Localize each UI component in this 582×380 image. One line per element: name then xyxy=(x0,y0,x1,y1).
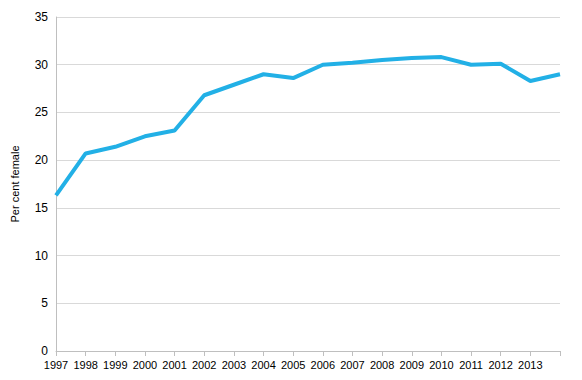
svg-text:2002: 2002 xyxy=(192,359,216,371)
svg-text:5: 5 xyxy=(41,296,48,310)
svg-text:2000: 2000 xyxy=(133,359,157,371)
svg-text:2013: 2013 xyxy=(518,359,542,371)
svg-text:2012: 2012 xyxy=(488,359,512,371)
svg-text:2006: 2006 xyxy=(311,359,335,371)
svg-text:0: 0 xyxy=(41,344,48,358)
svg-text:25: 25 xyxy=(35,105,49,119)
svg-text:2007: 2007 xyxy=(340,359,364,371)
svg-text:2010: 2010 xyxy=(429,359,453,371)
svg-text:2001: 2001 xyxy=(162,359,186,371)
svg-text:2009: 2009 xyxy=(400,359,424,371)
svg-text:1999: 1999 xyxy=(103,359,127,371)
svg-text:Per cent female: Per cent female xyxy=(9,145,21,222)
svg-text:2011: 2011 xyxy=(459,359,483,371)
svg-text:2003: 2003 xyxy=(222,359,246,371)
svg-text:1998: 1998 xyxy=(73,359,97,371)
svg-text:2005: 2005 xyxy=(281,359,305,371)
svg-text:10: 10 xyxy=(35,249,49,263)
svg-text:20: 20 xyxy=(35,153,49,167)
svg-text:15: 15 xyxy=(35,201,49,215)
svg-text:2004: 2004 xyxy=(251,359,275,371)
svg-text:1997: 1997 xyxy=(44,359,68,371)
svg-text:30: 30 xyxy=(35,58,49,72)
svg-text:2008: 2008 xyxy=(370,359,394,371)
svg-text:35: 35 xyxy=(35,10,49,24)
